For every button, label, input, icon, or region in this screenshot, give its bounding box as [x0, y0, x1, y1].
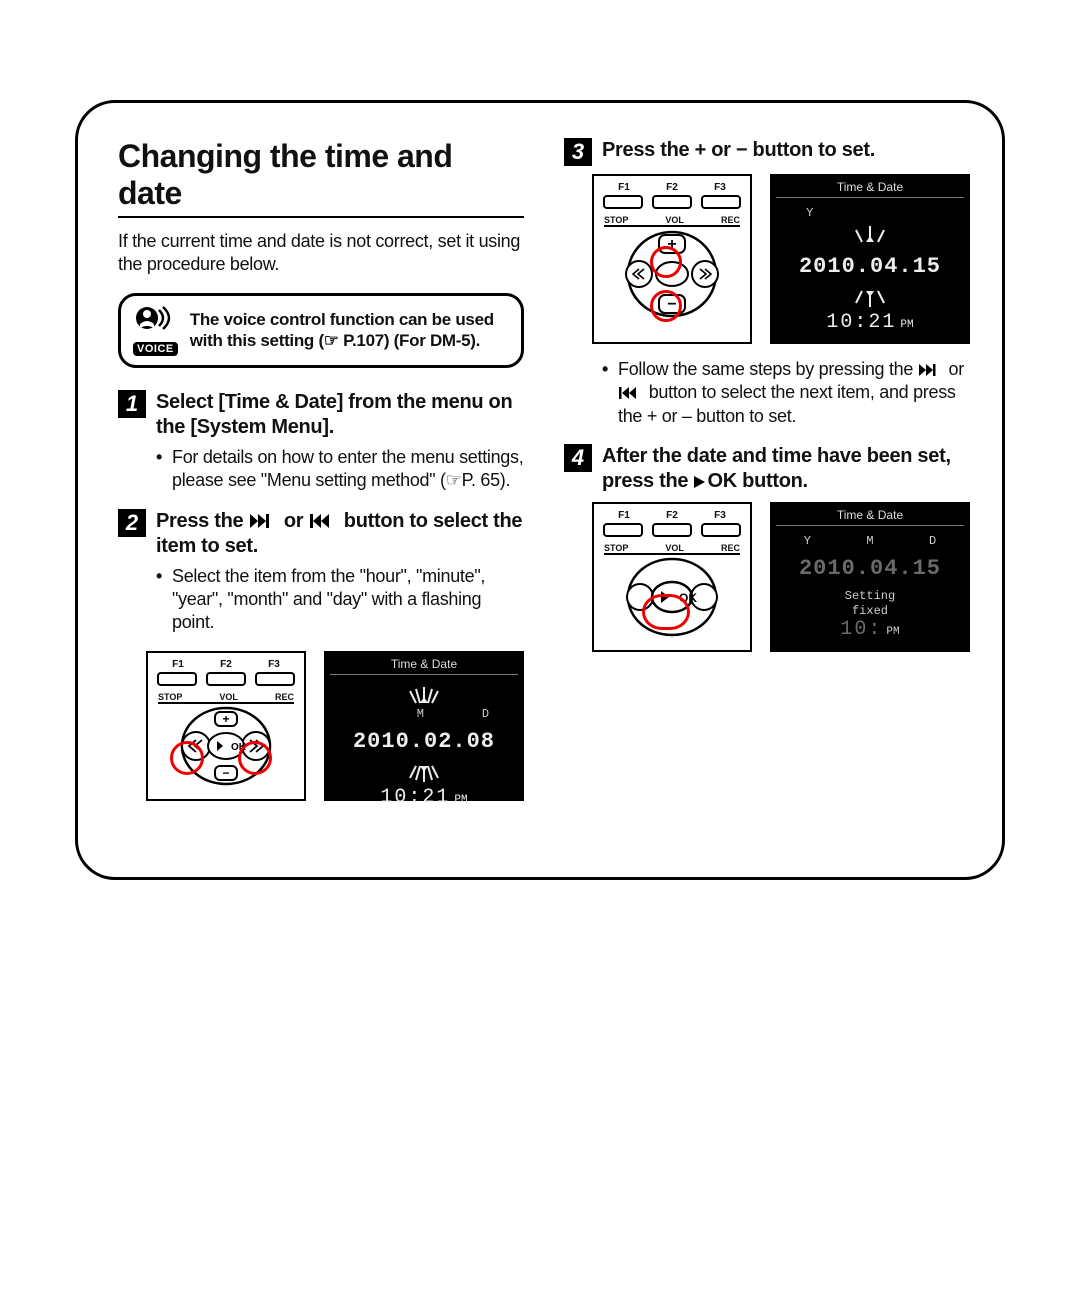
- step-1-heading: 1 Select [Time & Date] from the menu on …: [118, 390, 524, 440]
- highlight-ring: [650, 290, 682, 322]
- step-3-bullet: Follow the same steps by pressing the or…: [564, 358, 970, 428]
- step-number: 2: [118, 509, 146, 537]
- step-number: 3: [564, 138, 592, 166]
- device-illustration: F1F2F3 STOPVOLREC OK: [592, 502, 752, 652]
- step-3-title: Press the + or − button to set.: [602, 138, 875, 163]
- left-column: Changing the time and date If the curren…: [118, 138, 524, 815]
- voice-text: The voice control function can be used w…: [190, 309, 509, 352]
- play-icon: [693, 475, 707, 489]
- voice-label: VOICE: [133, 342, 178, 356]
- screen-date: 2010.02.08: [330, 729, 518, 754]
- setting-fixed-msg: Settingfixed: [776, 589, 964, 618]
- step-4-title: After the date and time have been set, p…: [602, 444, 970, 494]
- svg-text:−: −: [222, 766, 229, 780]
- intro-text: If the current time and date is not corr…: [118, 230, 524, 277]
- step-number: 1: [118, 390, 146, 418]
- right-column: 3 Press the + or − button to set. F1F2F3…: [564, 138, 970, 815]
- step-2-bullet: Select the item from the "hour", "minute…: [118, 565, 524, 635]
- manual-page: Changing the time and date If the curren…: [75, 100, 1005, 880]
- sun-rays-up-icon: [852, 222, 888, 246]
- step-1-bullet: For details on how to enter the menu set…: [118, 446, 524, 493]
- screen-time: 10:21PM: [330, 786, 518, 809]
- figure-2: F1F2F3 STOPVOLREC + −: [592, 174, 970, 344]
- device-illustration: F1F2F3 STOPVOLREC + −: [592, 174, 752, 344]
- step-2-heading: 2 Press the or button to select the item…: [118, 509, 524, 559]
- two-column-layout: Changing the time and date If the curren…: [118, 138, 962, 815]
- rewind-icon: [309, 513, 339, 529]
- highlight-ring: [642, 594, 690, 630]
- step-3-heading: 3 Press the + or − button to set.: [564, 138, 970, 166]
- sun-rays-up-icon: [406, 683, 442, 707]
- screen-date: 2010.04.15: [776, 254, 964, 279]
- fast-forward-icon: [918, 363, 944, 377]
- highlight-ring: [650, 246, 682, 278]
- rewind-icon: [618, 386, 644, 400]
- step-number: 4: [564, 444, 592, 472]
- step-4-heading: 4 After the date and time have been set,…: [564, 444, 970, 494]
- step-1-title: Select [Time & Date] from the menu on th…: [156, 390, 524, 440]
- highlight-ring: [238, 741, 272, 775]
- sun-rays-down-icon: [852, 287, 888, 311]
- lcd-screen: Time & Date YMD 2010.04.15 Settingfixed …: [770, 502, 970, 652]
- lcd-screen: Time & Date Y 2010.04.15 10:21PM: [770, 174, 970, 344]
- figure-1: F1F2F3 STOPVOLREC + −: [146, 651, 524, 801]
- sun-rays-down-icon: [406, 762, 442, 786]
- fast-forward-icon: [249, 513, 279, 529]
- device-illustration: F1F2F3 STOPVOLREC + −: [146, 651, 306, 801]
- figure-3: F1F2F3 STOPVOLREC OK: [592, 502, 970, 652]
- voice-callout: VOICE The voice control function can be …: [118, 293, 524, 368]
- screen-date: 2010.04.15: [776, 556, 964, 581]
- page-title: Changing the time and date: [118, 138, 524, 218]
- screen-time: 10:PM: [776, 618, 964, 641]
- voice-icon: VOICE: [133, 304, 178, 357]
- highlight-ring: [170, 741, 204, 775]
- step-2-title: Press the or button to select the item t…: [156, 509, 524, 559]
- svg-text:+: +: [222, 712, 229, 726]
- screen-time: 10:21PM: [776, 311, 964, 334]
- lcd-screen: Time & Date MD 2010.02.08 10:21PM: [324, 651, 524, 801]
